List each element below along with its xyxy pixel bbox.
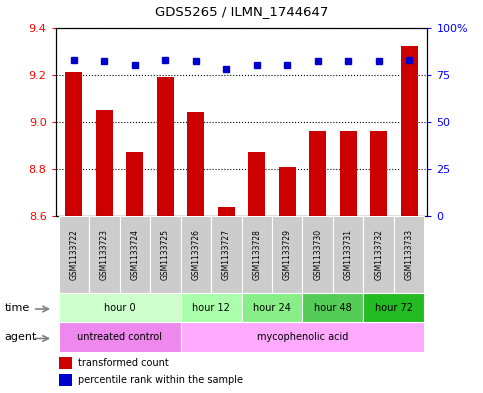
Text: hour 24: hour 24 (253, 303, 291, 312)
Bar (120, 216, 150, 293)
Bar (157, 77, 174, 216)
Bar (333, 216, 363, 293)
Text: untreated control: untreated control (77, 332, 162, 342)
Text: GSM1133723: GSM1133723 (100, 229, 109, 280)
Text: GSM1133732: GSM1133732 (374, 229, 383, 280)
Bar (58, 216, 89, 293)
Bar (211, 216, 242, 293)
Bar (242, 216, 272, 293)
Bar (272, 216, 302, 293)
Bar (58, 322, 181, 352)
Text: GSM1133724: GSM1133724 (130, 229, 139, 280)
Bar (242, 293, 302, 322)
Bar (401, 46, 417, 216)
Bar (59, 374, 72, 386)
Text: hour 48: hour 48 (314, 303, 352, 312)
Text: agent: agent (5, 332, 37, 342)
Bar (150, 216, 181, 293)
Text: GSM1133722: GSM1133722 (70, 229, 78, 280)
Bar (248, 152, 265, 216)
Text: GSM1133727: GSM1133727 (222, 229, 231, 280)
Bar (89, 216, 120, 293)
Bar (181, 216, 211, 293)
Text: GSM1133725: GSM1133725 (161, 229, 170, 280)
Text: GSM1133730: GSM1133730 (313, 229, 322, 280)
Text: transformed count: transformed count (78, 358, 169, 367)
Text: hour 0: hour 0 (104, 303, 135, 312)
Bar (181, 322, 425, 352)
Text: GSM1133733: GSM1133733 (405, 229, 413, 280)
Text: percentile rank within the sample: percentile rank within the sample (78, 375, 243, 385)
Bar (363, 293, 425, 322)
Bar (363, 216, 394, 293)
Bar (181, 293, 242, 322)
Text: hour 72: hour 72 (375, 303, 413, 312)
Text: mycophenolic acid: mycophenolic acid (257, 332, 348, 342)
Text: GSM1133729: GSM1133729 (283, 229, 292, 280)
Bar (58, 293, 181, 322)
Bar (66, 72, 82, 216)
Bar (218, 207, 235, 216)
Bar (394, 216, 425, 293)
Text: GSM1133726: GSM1133726 (191, 229, 200, 280)
Bar (279, 167, 296, 216)
Bar (127, 152, 143, 216)
Bar (302, 293, 363, 322)
Bar (370, 131, 387, 216)
Bar (96, 110, 113, 216)
Bar (302, 216, 333, 293)
Text: GSM1133731: GSM1133731 (344, 229, 353, 280)
Bar (187, 112, 204, 216)
Bar (340, 131, 356, 216)
Text: hour 12: hour 12 (192, 303, 230, 312)
Bar (59, 356, 72, 369)
Text: GSM1133728: GSM1133728 (252, 229, 261, 280)
Text: time: time (5, 303, 30, 312)
Text: GDS5265 / ILMN_1744647: GDS5265 / ILMN_1744647 (155, 5, 328, 18)
Bar (309, 131, 326, 216)
